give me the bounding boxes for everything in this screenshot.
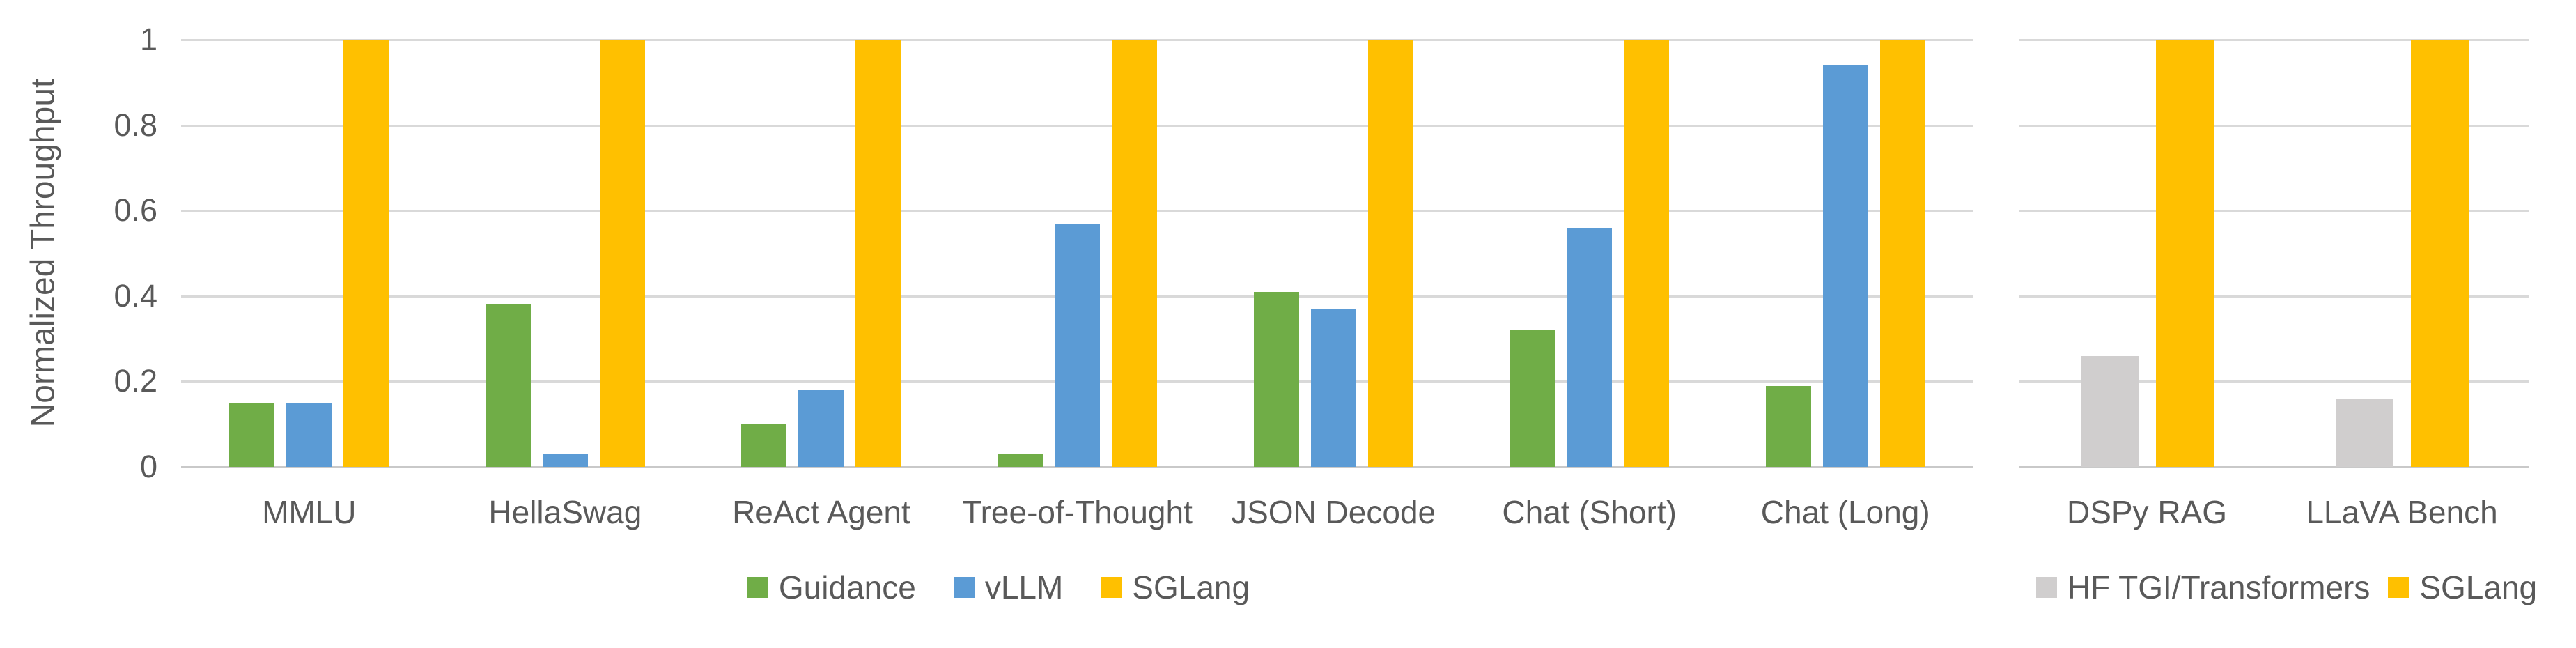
gridline: [2019, 124, 2529, 127]
bar-hf-tgi-transformers-llava-bench: [2335, 398, 2393, 467]
bar-groups: [2019, 40, 2529, 467]
left-benchmark-chart: MMLU HellaSwag ReAct Agent Tree-of-Thought J…: [0, 39, 1997, 606]
x-axis-label-chat-short: Chat (Short): [1502, 494, 1677, 530]
y-tick-label-0-2: 0.2: [114, 363, 157, 399]
category-group-dspy-rag: [2019, 40, 2274, 467]
category-group-mmlu: [181, 40, 437, 467]
right-legend: HF TGI/Transformers SGLang: [1997, 569, 2576, 606]
category-group-llava-bench: [2274, 40, 2529, 467]
bar-sglang-tree-of-thought: [1112, 40, 1158, 467]
gridline: [2019, 39, 2529, 41]
right-plot-area: [2019, 39, 2529, 468]
bar-guidance-react-agent: [741, 424, 787, 467]
bar-sglang-llava-bench: [2410, 40, 2469, 467]
bar-guidance-chat-long: [1765, 385, 1811, 467]
x-axis-label-chat-long: Chat (Long): [1760, 494, 1930, 530]
category-group-tree-of-thought: [949, 40, 1206, 467]
right-x-axis-labels: DSPy RAG LLaVA Bench: [2019, 493, 2529, 531]
legend-swatch-sglang: [1101, 577, 1122, 598]
y-tick-label-0-4: 0.4: [114, 277, 157, 314]
category-group-hellaswag: [437, 40, 694, 467]
bar-sglang-react-agent: [855, 40, 901, 467]
x-axis-label-json-decode: JSON Decode: [1231, 494, 1436, 530]
legend-swatch-vllm: [953, 577, 975, 598]
legend-item-sglang: SGLang: [1101, 569, 1250, 606]
category-group-chat-short: [1461, 40, 1718, 467]
bar-guidance-json-decode: [1253, 291, 1299, 467]
bar-sglang-chat-short: [1624, 40, 1670, 467]
bar-groups: [181, 40, 1973, 467]
gridline: [2019, 295, 2529, 298]
gridline: [2019, 210, 2529, 213]
bar-guidance-tree-of-thought: [998, 454, 1043, 467]
legend-swatch-sglang: [2388, 577, 2410, 598]
bar-guidance-chat-short: [1510, 330, 1555, 467]
bar-vllm-hellaswag: [542, 454, 588, 467]
legend-label-vllm: vLLM: [984, 569, 1064, 605]
y-tick-label-0: 0: [139, 449, 157, 484]
category-group-react-agent: [693, 40, 949, 467]
x-axis-label-llava-bench: LLaVA Bench: [2306, 494, 2498, 530]
legend-label-hf-tgi-transformers: HF TGI/Transformers: [2067, 569, 2371, 605]
x-axis-label-mmlu: MMLU: [262, 494, 357, 530]
category-group-json-decode: [1205, 40, 1461, 467]
bar-guidance-hellaswag: [485, 304, 531, 467]
y-tick-label-0-8: 0.8: [114, 107, 157, 143]
bar-vllm-chat-long: [1822, 65, 1868, 467]
legend-label-guidance: Guidance: [778, 569, 916, 605]
bar-sglang-mmlu: [343, 40, 389, 467]
x-axis-label-hellaswag: HellaSwag: [488, 494, 642, 530]
x-axis-line: [181, 466, 1973, 468]
y-axis-tick-labels: 1 0.8 0.6 0.4 0.2 0: [0, 22, 157, 484]
legend-item-hf-tgi-transformers: HF TGI/Transformers: [2035, 569, 2371, 606]
y-tick-label-0-6: 0.6: [114, 192, 157, 229]
bar-vllm-tree-of-thought: [1055, 223, 1101, 467]
legend-label-sglang: SGLang: [1132, 569, 1250, 605]
x-axis-label-tree-of-thought: Tree-of-Thought: [962, 494, 1193, 530]
left-legend: Guidance vLLM SGLang: [0, 569, 1997, 606]
legend-item-vllm: vLLM: [953, 569, 1064, 606]
gridline: [2019, 380, 2529, 383]
gridline: [181, 39, 1973, 41]
bar-vllm-react-agent: [798, 389, 844, 467]
bar-vllm-mmlu: [286, 403, 332, 467]
legend-swatch-hf-tgi-transformers: [2035, 577, 2057, 598]
legend-swatch-guidance: [747, 577, 768, 598]
bar-sglang-json-decode: [1367, 40, 1413, 467]
bar-sglang-hellaswag: [599, 40, 645, 467]
legend-label-sglang: SGLang: [2419, 569, 2538, 605]
bar-vllm-chat-short: [1567, 227, 1613, 467]
gridline: [181, 210, 1973, 213]
bar-hf-tgi-transformers-dspy-rag: [2080, 355, 2139, 467]
gridline: [181, 124, 1973, 127]
x-axis-line: [2019, 466, 2529, 468]
bar-sglang-chat-long: [1879, 40, 1925, 467]
y-tick-label-1: 1: [139, 22, 157, 57]
legend-item-sglang: SGLang: [2388, 569, 2537, 606]
bar-sglang-dspy-rag: [2155, 40, 2214, 467]
legend-item-guidance: Guidance: [747, 569, 916, 606]
left-x-axis-labels: MMLU HellaSwag ReAct Agent Tree-of-Thought J…: [181, 493, 1973, 531]
x-axis-label-dspy-rag: DSPy RAG: [2066, 494, 2228, 530]
left-plot-area: [181, 39, 1973, 468]
bar-vllm-json-decode: [1310, 309, 1356, 467]
bar-guidance-mmlu: [229, 403, 275, 467]
x-axis-label-react-agent: ReAct Agent: [732, 494, 910, 530]
right-benchmark-chart: DSPy RAG LLaVA Bench HF TGI/Transformers S…: [1997, 0, 2576, 648]
category-group-chat-long: [1717, 40, 1973, 467]
